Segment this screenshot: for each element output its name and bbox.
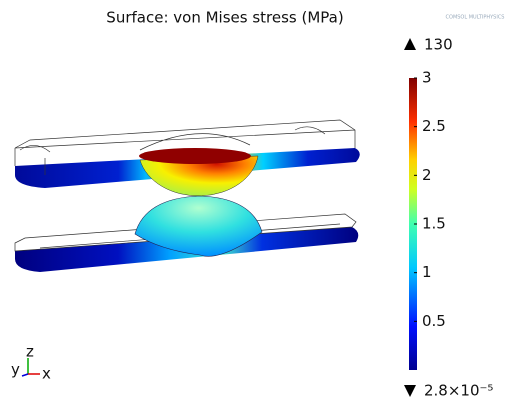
plot-window: Surface: von Mises stress (MPa) COMSOL M… <box>0 0 513 402</box>
max-marker <box>404 38 416 50</box>
tick-label: 3 <box>422 69 432 87</box>
tick-label: 2.5 <box>422 117 446 135</box>
axis-label: x <box>42 365 51 383</box>
contact-region <box>139 148 251 164</box>
axis-label: z <box>26 343 34 361</box>
logo: COMSOL MULTIPHYSICS <box>446 15 505 21</box>
axis-triad: z y x <box>11 343 51 383</box>
tick-label: 0.5 <box>422 312 446 330</box>
tick-label: 1 <box>422 263 432 281</box>
tick-label: 1.5 <box>422 215 446 233</box>
axis-label: y <box>11 361 20 379</box>
min-label: 2.8×10⁻⁵ <box>424 382 493 400</box>
tick-label: 2 <box>422 166 432 184</box>
min-marker <box>404 385 416 397</box>
scene <box>15 120 360 272</box>
plot-title: Surface: von Mises stress (MPa) <box>106 9 343 27</box>
max-label: 130 <box>424 36 453 54</box>
colorbar: 130 2.8×10⁻⁵ 0.5 1 1.5 2 2.5 3 <box>404 36 493 400</box>
